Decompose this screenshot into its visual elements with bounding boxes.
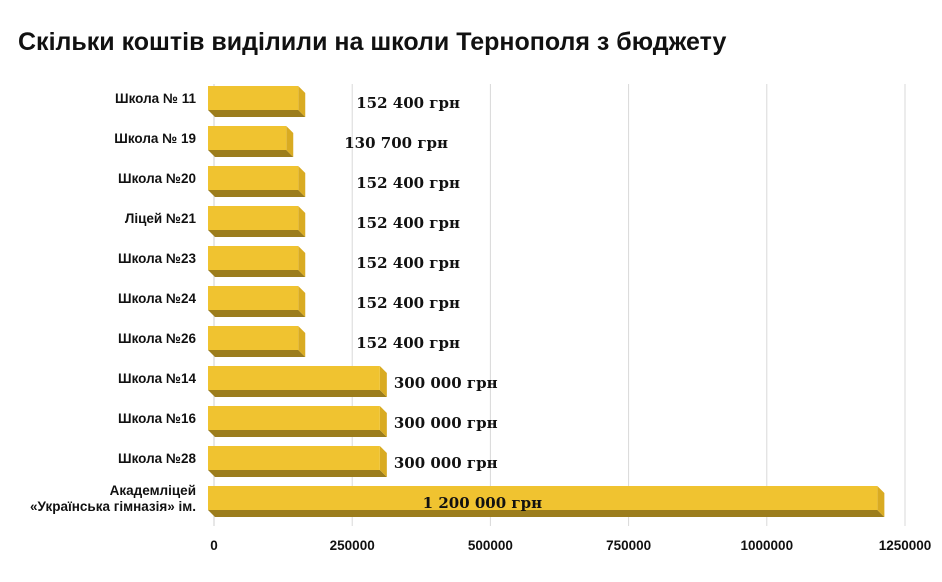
bar-side <box>298 286 306 317</box>
x-tick-label: 500000 <box>468 538 513 553</box>
bar-face <box>208 446 380 470</box>
data-label: 300 000 грн <box>394 374 498 392</box>
bar-side <box>298 326 306 357</box>
category-labels: Школа № 11 Школа № 19 Школа №20 Ліцей №21 Шк… <box>30 91 196 514</box>
bar-face <box>208 326 299 350</box>
category-label: Школа №24 <box>118 291 196 306</box>
bar-shadow <box>208 350 306 357</box>
bar-shadow <box>208 110 306 117</box>
category-label: Школа № 11 <box>115 91 196 106</box>
category-label: Школа №14 <box>118 371 196 386</box>
bar <box>208 486 885 517</box>
bar-side <box>379 366 387 397</box>
bar <box>208 446 387 477</box>
category-label: Школа №26 <box>118 331 196 346</box>
bar-face <box>208 166 299 190</box>
bar-face <box>208 486 878 510</box>
bar-face <box>208 86 299 110</box>
bar-shadow <box>208 430 387 437</box>
bar-side <box>286 126 294 157</box>
bar-shadow <box>208 390 387 397</box>
data-label: 152 400 грн <box>356 334 460 352</box>
bar-side <box>379 446 387 477</box>
bar-side <box>298 86 306 117</box>
bar-side <box>877 486 885 517</box>
bar-shadow <box>208 190 306 197</box>
data-label: 152 400 грн <box>356 174 460 192</box>
category-label: Школа №23 <box>118 251 196 266</box>
data-label: 1 200 000 грн <box>423 494 542 512</box>
bars <box>208 86 885 517</box>
bar <box>208 126 294 157</box>
bar-face <box>208 246 299 270</box>
bar-shadow <box>208 470 387 477</box>
x-tick-label: 750000 <box>606 538 651 553</box>
data-label: 152 400 грн <box>356 254 460 272</box>
bar-shadow <box>208 270 306 277</box>
bar-face <box>208 126 287 150</box>
bar-side <box>379 406 387 437</box>
bar <box>208 166 306 197</box>
bar <box>208 326 306 357</box>
bar-face <box>208 286 299 310</box>
bar-shadow <box>208 310 306 317</box>
bar-face <box>208 206 299 230</box>
bar-shadow <box>208 150 294 157</box>
data-label: 152 400 грн <box>356 94 460 112</box>
bar <box>208 406 387 437</box>
category-label: Школа №20 <box>118 171 196 186</box>
data-label: 300 000 грн <box>394 454 498 472</box>
category-label: Школа №16 <box>118 411 196 426</box>
bar-shadow <box>208 510 885 517</box>
category-label: Ліцей №21 <box>125 211 197 226</box>
data-labels: 152 400 грн 130 700 грн 152 400 грн 152 400… <box>344 94 542 512</box>
data-label: 152 400 грн <box>356 294 460 312</box>
data-label: 130 700 грн <box>344 134 448 152</box>
bar-shadow <box>208 230 306 237</box>
chart-title: Скільки коштів виділили на школи Тернопо… <box>18 28 727 56</box>
bar-side <box>298 206 306 237</box>
category-label: Школа № 19 <box>114 131 196 146</box>
data-label: 152 400 грн <box>356 214 460 232</box>
category-label: Школа №28 <box>118 451 196 466</box>
category-label: Академліцей «Українська гімназія» ім. <box>30 483 196 514</box>
bar-face <box>208 406 380 430</box>
x-tick-label: 1250000 <box>879 538 932 553</box>
bar-side <box>298 166 306 197</box>
bar <box>208 366 387 397</box>
bar <box>208 206 306 237</box>
x-tick-label: 1000000 <box>741 538 794 553</box>
x-tick-label: 0 <box>210 538 218 553</box>
bar <box>208 286 306 317</box>
gridlines <box>213 84 906 526</box>
bar <box>208 246 306 277</box>
bar <box>208 86 306 117</box>
x-axis-ticks: 0 250000 500000 750000 1000000 1250000 <box>210 538 931 553</box>
x-tick-label: 250000 <box>330 538 375 553</box>
data-label: 300 000 грн <box>394 414 498 432</box>
bar-face <box>208 366 380 390</box>
bar-side <box>298 246 306 277</box>
